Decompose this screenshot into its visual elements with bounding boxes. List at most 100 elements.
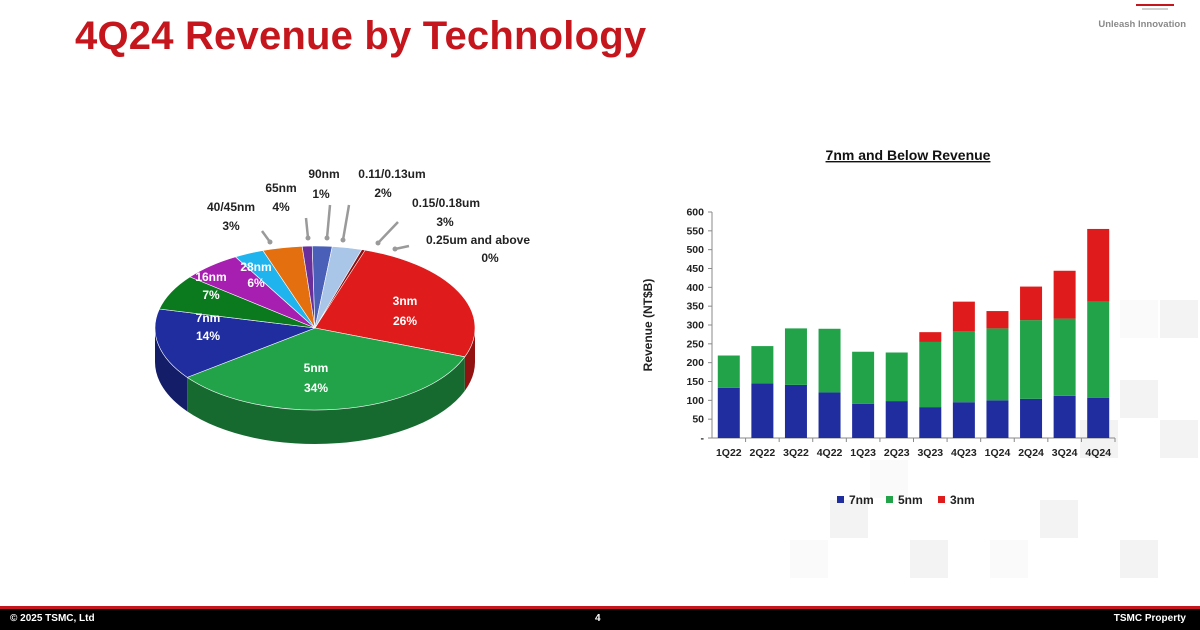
bar-5nm-2q23 xyxy=(885,352,908,402)
bar-5nm-3q22 xyxy=(784,328,807,385)
legend-label-3nm: 3nm xyxy=(950,493,975,507)
footer-accent-line xyxy=(0,606,1200,609)
bar-5nm-4q24 xyxy=(1087,301,1110,398)
y-tick-label: 350 xyxy=(686,301,704,313)
y-axis-label: Revenue (NT$B) xyxy=(641,279,655,372)
bar-7nm-4q24 xyxy=(1087,397,1110,438)
x-tick-label: 1Q24 xyxy=(985,447,1011,459)
bar-7nm-1q24 xyxy=(986,400,1009,438)
pie-leader-dot-40-45nm xyxy=(267,239,273,245)
bar-legend: 7nm 5nm 3nm xyxy=(837,493,975,507)
pie-value-3nm: 26% xyxy=(393,314,417,328)
pie-label-16nm: 16nm xyxy=(195,270,226,284)
pie-value-0-15-0-18um: 3% xyxy=(436,215,454,229)
bar-7nm-2q22 xyxy=(751,383,774,438)
page-number: 4 xyxy=(595,613,601,624)
bar-chart-title: 7nm and Below Revenue xyxy=(826,147,991,163)
pie-label-65nm: 65nm xyxy=(265,181,296,195)
y-tick-label: 400 xyxy=(686,282,704,294)
bar-3nm-4q23 xyxy=(952,301,975,332)
legend-swatch-5nm xyxy=(886,496,893,503)
pie-leader-dot-90nm xyxy=(324,235,330,241)
bar-7nm-4q22 xyxy=(818,392,841,438)
pie-slice-0-25um-and-above xyxy=(314,249,366,329)
x-tick-label: 4Q23 xyxy=(951,447,977,459)
pie-value-5nm: 34% xyxy=(304,381,328,395)
bar-7nm-3q22 xyxy=(784,384,807,438)
bar-3nm-1q24 xyxy=(986,311,1009,329)
brand-tagline: Unleash Innovation xyxy=(1098,19,1186,30)
x-tick-label: 2Q22 xyxy=(750,447,776,459)
bar-3nm-3q24 xyxy=(1053,270,1076,319)
pie-leader-dot-0-11-0-13um xyxy=(340,237,346,243)
x-tick-label: 2Q24 xyxy=(1018,447,1044,459)
pie-value-40-45nm: 3% xyxy=(222,219,240,233)
bar-5nm-3q23 xyxy=(919,341,942,408)
y-tick-label: 550 xyxy=(686,225,704,237)
bar-3nm-2q24 xyxy=(1020,286,1043,321)
copyright-text: © 2025 TSMC, Ltd xyxy=(10,613,95,624)
y-tick-label: - xyxy=(701,433,705,445)
bar-5nm-1q24 xyxy=(986,328,1009,401)
y-tick-label: 50 xyxy=(692,414,704,426)
y-tick-label: 200 xyxy=(686,357,704,369)
y-tick-label: 150 xyxy=(686,376,704,388)
x-tick-label: 4Q22 xyxy=(817,447,843,459)
pie-value-7nm: 14% xyxy=(196,329,220,343)
y-tick-label: 250 xyxy=(686,338,704,350)
legend-label-5nm: 5nm xyxy=(898,493,923,507)
pie-side-walls xyxy=(155,328,476,444)
property-notice: TSMC Property xyxy=(1113,613,1186,624)
legend-swatch-3nm xyxy=(938,496,945,503)
pie-labels: 3nm 26% 5nm 34% 7nm 14% 16nm 7% 28nm 6% 40/45nm 3% 6… xyxy=(195,167,530,395)
bar-5nm-3q24 xyxy=(1053,318,1076,396)
pie-label-28nm: 28nm xyxy=(240,260,271,274)
y-tick-label: 500 xyxy=(686,244,704,256)
pie-leader-65nm xyxy=(304,217,310,239)
bar-7nm-2q24 xyxy=(1020,398,1043,438)
bar-5nm-2q22 xyxy=(751,346,774,384)
bar-3nm-3q23 xyxy=(919,332,942,342)
pie-leader-dot-0-15-0-18um xyxy=(375,240,381,246)
bar-5nm-2q24 xyxy=(1020,320,1043,399)
pie-label-0-25um-and-above: 0.25um and above xyxy=(426,233,530,247)
pie-slice-3nm xyxy=(314,249,476,358)
technology-pie-chart: 3nm 26% 5nm 34% 7nm 14% 16nm 7% 28nm 6% 40/45nm 3% 6… xyxy=(154,167,530,444)
bar-5nm-4q22 xyxy=(818,328,841,393)
pie-leader-0-15-0-18um xyxy=(377,221,399,244)
pie-label-0-11-0-13um: 0.11/0.13um xyxy=(358,167,425,181)
bar-5nm-4q23 xyxy=(952,331,975,403)
pie-value-65nm: 4% xyxy=(272,200,290,214)
pie-label-5nm: 5nm xyxy=(304,361,329,375)
bar-7nm-4q23 xyxy=(952,402,975,438)
pie-label-0-15-0-18um: 0.15/0.18um xyxy=(412,196,480,210)
bar-7nm-1q23 xyxy=(852,403,875,438)
y-tick-label: 450 xyxy=(686,263,704,275)
bar-5nm-1q22 xyxy=(717,355,740,388)
bar-7nm-1q22 xyxy=(717,387,740,438)
pie-value-28nm: 6% xyxy=(247,276,265,290)
legend-label-7nm: 7nm xyxy=(849,493,874,507)
bar-7nm-3q24 xyxy=(1053,395,1076,438)
x-tick-label: 3Q22 xyxy=(783,447,809,459)
pie-label-3nm: 3nm xyxy=(393,294,418,308)
footer-bar: © 2025 TSMC, Ltd 4 TSMC Property xyxy=(0,609,1200,630)
y-tick-label: 300 xyxy=(686,320,704,332)
pie-leader-0-11-0-13um xyxy=(341,204,351,241)
bar-5nm-1q23 xyxy=(852,351,875,404)
bar-7nm-2q23 xyxy=(885,401,908,438)
legend-swatch-7nm xyxy=(837,496,844,503)
bar-7nm-3q23 xyxy=(919,407,942,438)
pie-slice-7nm xyxy=(154,308,316,378)
pie-value-0-25um-and-above: 0% xyxy=(481,251,499,265)
x-tick-label: 1Q22 xyxy=(716,447,742,459)
pie-side-3nm xyxy=(464,328,476,391)
x-tick-label: 2Q23 xyxy=(884,447,910,459)
advanced-node-revenue-bar-chart: 7nm and Below Revenue Revenue (NT$B) - 50 10… xyxy=(641,147,1116,507)
pie-slice-5nm xyxy=(186,327,466,411)
x-tick-label: 3Q24 xyxy=(1052,447,1078,459)
pie-leader-90nm xyxy=(325,204,332,239)
pie-value-90nm: 1% xyxy=(312,187,330,201)
company-logo xyxy=(1136,4,1174,10)
x-tick-label: 4Q24 xyxy=(1085,447,1111,459)
